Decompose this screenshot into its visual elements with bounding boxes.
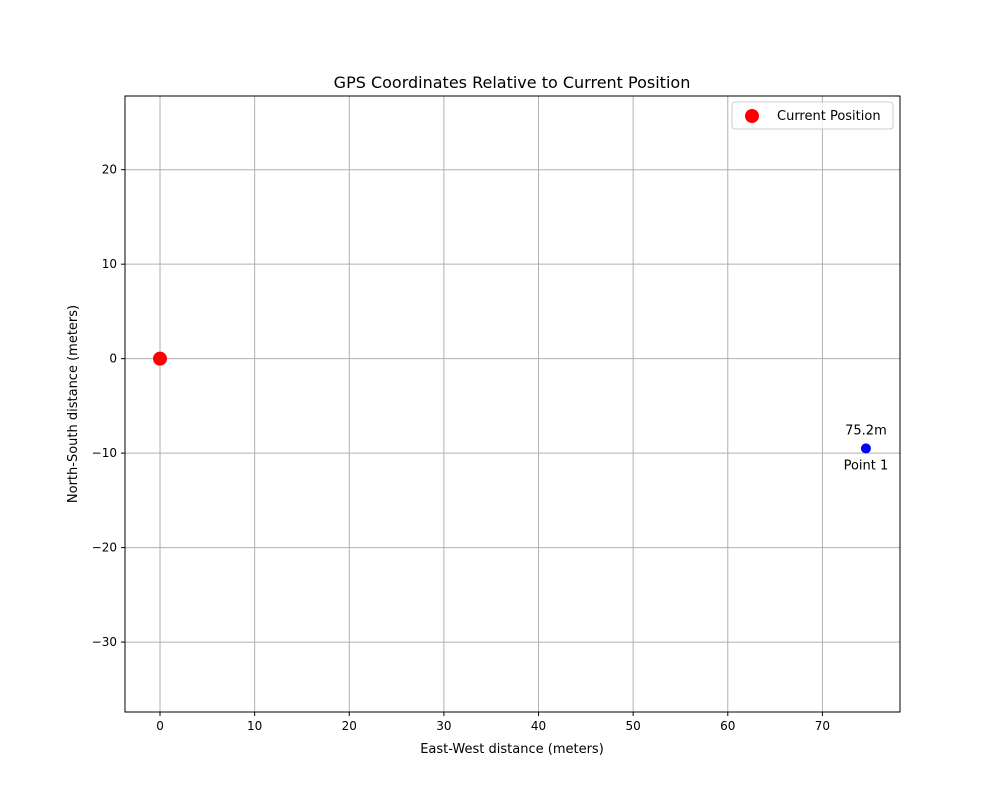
chart-title: GPS Coordinates Relative to Current Posi…: [334, 73, 691, 92]
y-tick-label: −10: [92, 446, 117, 460]
point-distance-label: 75.2m: [845, 423, 887, 438]
x-tick-label: 50: [626, 719, 641, 733]
x-tick-label: 10: [247, 719, 262, 733]
y-tick-label: −20: [92, 541, 117, 555]
x-tick-label: 0: [156, 719, 164, 733]
axis-ticks: 0 10 20 30 40 50 60 70 20 10 0 −10 −20 −30: [92, 163, 830, 733]
y-tick-label: 0: [109, 352, 117, 366]
legend-marker-current-position: [745, 109, 759, 123]
plot-frame: [124, 95, 901, 713]
data-points: 75.2m Point 1: [153, 351, 889, 473]
current-position-marker: [153, 351, 168, 366]
point-name-label: Point 1: [844, 458, 889, 473]
x-axis-label: East-West distance (meters): [420, 742, 604, 757]
x-tick-label: 20: [342, 719, 357, 733]
x-tick-label: 40: [531, 719, 546, 733]
y-tick-label: −30: [92, 635, 117, 649]
y-tick-label: 10: [102, 257, 117, 271]
legend-label-current-position: Current Position: [777, 109, 881, 124]
y-tick-label: 20: [102, 163, 117, 177]
x-tick-label: 60: [720, 719, 735, 733]
x-tick-label: 30: [436, 719, 451, 733]
y-axis-label: North-South distance (meters): [66, 305, 81, 503]
legend-box: [731, 101, 894, 130]
grid: [125, 96, 900, 712]
point-marker: [860, 443, 871, 454]
legend: Current Position: [731, 101, 894, 130]
x-tick-label: 70: [815, 719, 830, 733]
